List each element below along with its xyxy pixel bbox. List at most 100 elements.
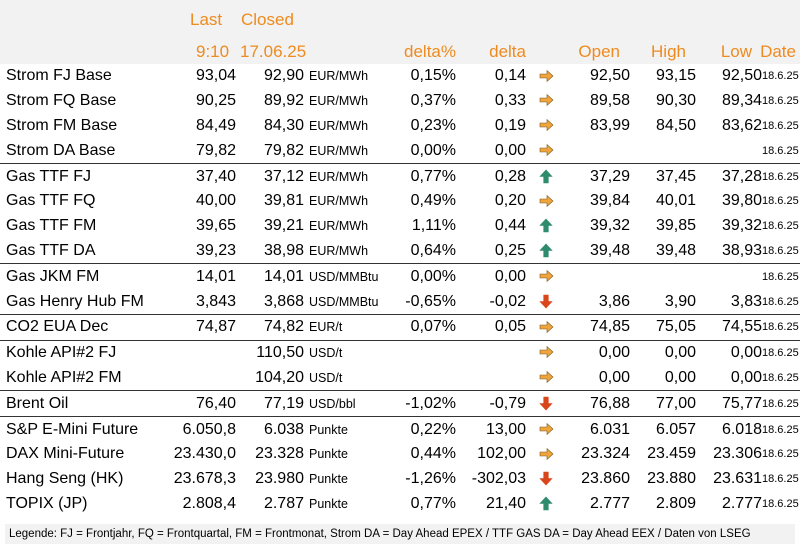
arrow-up-icon: [538, 218, 553, 233]
table-row: Gas TTF FM 39,65 39,21 EUR/MWh 1,11% 0,44 39,3…: [0, 214, 800, 239]
row-open: 76,88: [566, 390, 630, 417]
row-trend: [526, 416, 566, 442]
row-last: 39,23: [195, 241, 236, 259]
row-unit: USD/t: [304, 339, 394, 366]
row-low: [696, 263, 762, 290]
row-delta: 0,14: [494, 67, 526, 85]
row-name: Hang Seng (HK): [6, 470, 124, 488]
table-row: Kohle API#2 FJ 110,50 USD/t 0,00 0,00 0,00 18.…: [0, 339, 800, 366]
row-unit: EUR/t: [304, 313, 394, 341]
arrow-right-icon: [539, 320, 553, 333]
row-unit: USD/bbl: [304, 390, 394, 417]
row-date: 18.6.25: [762, 95, 799, 108]
row-last: 74,87: [160, 313, 236, 341]
arrow-down-icon: [538, 396, 553, 411]
table-row: Strom FJ Base 93,04 92,90 EUR/MWh 0,15% 0,14 9…: [0, 64, 800, 89]
row-high: 23.880: [647, 470, 696, 488]
table-row: Strom FM Base 84,49 84,30 EUR/MWh 0,23% 0,19 8…: [0, 114, 800, 139]
row-high: 0,00: [630, 339, 696, 366]
row-high: 2.809: [655, 494, 696, 512]
row-trend: [526, 313, 566, 341]
row-trend: [526, 492, 566, 517]
header-open: Open: [578, 42, 620, 61]
row-delta: 102,00: [477, 445, 526, 463]
row-delta: 0,00: [456, 263, 526, 290]
row-trend: [526, 289, 566, 314]
row-delta: 0,25: [494, 241, 526, 259]
row-low: 38,93: [721, 241, 762, 259]
arrow-right-icon: [539, 346, 553, 359]
row-date: 18.6.25: [762, 339, 800, 366]
row-high: 0,00: [664, 368, 696, 386]
header-date: Date: [760, 42, 796, 61]
row-date: 18.6.25: [762, 195, 799, 208]
row-date: 18.6.25: [762, 448, 799, 461]
row-open: 37,29: [566, 163, 630, 189]
row-delta: 13,00: [456, 416, 526, 442]
header-closed: Closed: [241, 10, 294, 29]
arrow-right-icon: [539, 371, 553, 384]
row-name: Gas TTF DA: [6, 241, 96, 259]
row-open: 83,99: [589, 116, 630, 134]
row-delta-pct: 0,15%: [410, 67, 456, 85]
row-unit: Punkte: [309, 447, 348, 462]
row-open: 0,00: [566, 339, 630, 366]
row-unit: EUR/MWh: [309, 219, 369, 234]
arrow-up-icon: [538, 243, 553, 258]
row-high: 23.459: [647, 445, 696, 463]
row-date: 18.6.25: [762, 473, 799, 486]
row-date: 18.6.25: [762, 244, 799, 257]
row-low: 3,83: [730, 292, 762, 310]
table-row: Gas Henry Hub FM 3,843 3,868 USD/MMBtu -0,65…: [0, 289, 800, 314]
row-delta-pct: 0,77%: [410, 494, 456, 512]
row-delta-pct: [394, 366, 456, 391]
row-low: 39,80: [721, 192, 762, 210]
row-open: [566, 138, 630, 163]
row-last: 40,00: [195, 192, 236, 210]
row-last: [160, 339, 236, 366]
row-high: 6.057: [630, 416, 696, 442]
table-row: Gas TTF DA 39,23 38,98 EUR/MWh 0,64% 0,25 39,4…: [0, 239, 800, 264]
row-date: 18.6.25: [762, 144, 799, 157]
row-high: 90,30: [655, 92, 696, 110]
row-date: 18.6.25: [762, 119, 799, 132]
row-open: 39,32: [589, 217, 630, 235]
row-closed: 23.980: [255, 470, 304, 488]
row-closed: 37,12: [236, 163, 304, 189]
table-row: Strom FQ Base 90,25 89,92 EUR/MWh 0,37% 0,33 8…: [0, 89, 800, 114]
row-closed: 110,50: [236, 339, 304, 366]
row-delta-pct: 0,37%: [410, 92, 456, 110]
table-row: Strom DA Base 79,82 79,82 EUR/MWh 0,00% 0,00 1…: [0, 138, 800, 163]
row-low: 83,62: [721, 116, 762, 134]
row-unit: Punkte: [309, 472, 348, 487]
row-delta: 0,20: [494, 192, 526, 210]
row-closed: 2.787: [263, 494, 304, 512]
row-high: 37,45: [630, 163, 696, 189]
row-trend: [526, 89, 566, 114]
row-delta: [456, 339, 526, 366]
row-high: 3,90: [664, 292, 696, 310]
row-delta-pct: 0,23%: [410, 116, 456, 134]
row-closed: 104,20: [255, 368, 304, 386]
row-date: 18.6.25: [762, 263, 800, 290]
row-high: 75,05: [630, 313, 696, 341]
row-name: Gas TTF FQ: [6, 192, 96, 210]
row-name: Gas TTF FJ: [0, 163, 160, 189]
row-date: 18.6.25: [762, 371, 799, 384]
table-row: Gas TTF FJ 37,40 37,12 EUR/MWh 0,77% 0,28 37,2…: [0, 163, 800, 189]
row-closed: 38,98: [263, 241, 304, 259]
row-delta: -0,79: [456, 390, 526, 417]
row-delta-pct: 0,00%: [394, 263, 456, 290]
row-date: 18.6.25: [762, 497, 799, 510]
row-trend: [526, 467, 566, 492]
row-last: 37,40: [160, 163, 236, 189]
row-delta: -0,02: [489, 292, 526, 310]
row-date: 18.6.25: [762, 295, 799, 308]
arrow-up-icon: [538, 169, 553, 184]
row-last: [160, 366, 236, 391]
row-low: 23.631: [713, 470, 762, 488]
row-name: DAX Mini-Future: [6, 445, 125, 463]
arrow-right-icon: [539, 422, 553, 435]
arrow-down-icon: [538, 294, 553, 309]
row-open: 3,86: [598, 292, 630, 310]
